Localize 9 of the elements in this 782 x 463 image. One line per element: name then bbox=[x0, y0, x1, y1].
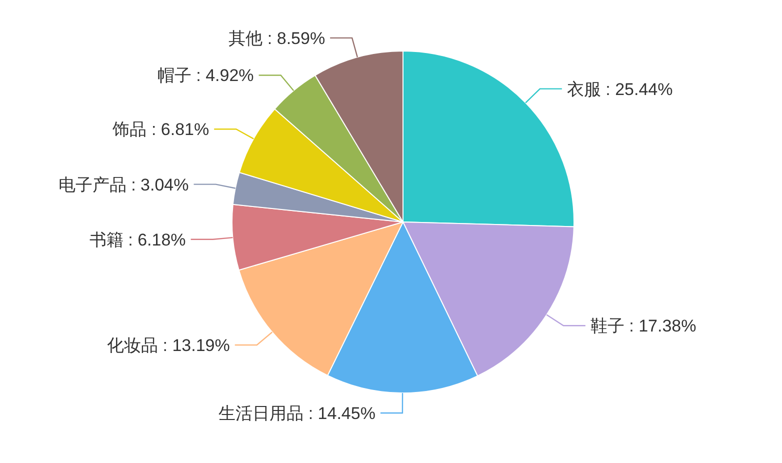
slice-label: 饰品 : 6.81% bbox=[112, 120, 210, 140]
slice-label: 生活日用品 : 14.45% bbox=[218, 404, 376, 423]
slice-label: 其他 : 8.59% bbox=[228, 28, 326, 48]
slice-label: 衣服 : 25.44% bbox=[566, 80, 673, 99]
slice-label: 化妆品 : 13.19% bbox=[107, 336, 230, 355]
slice-label: 鞋子 : 17.38% bbox=[590, 316, 696, 336]
slice-label: 书籍 : 6.18% bbox=[89, 230, 186, 250]
slice-label: 帽子 : 4.92% bbox=[157, 66, 254, 86]
slice-label: 电子产品 : 3.04% bbox=[58, 175, 189, 194]
